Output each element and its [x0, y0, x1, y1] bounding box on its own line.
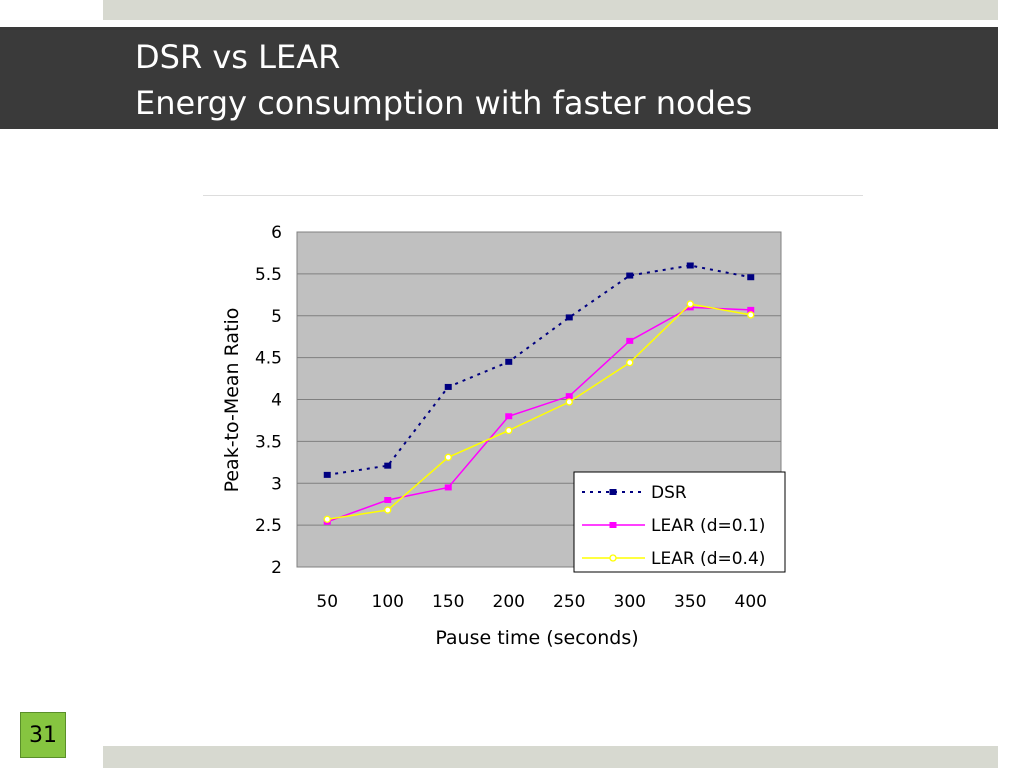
data-point — [626, 337, 634, 344]
data-point — [323, 471, 331, 478]
data-point — [505, 413, 513, 420]
x-tick-label: 250 — [553, 592, 585, 612]
data-point — [384, 497, 392, 503]
data-point — [686, 262, 694, 269]
title-bar — [0, 27, 998, 129]
data-point — [444, 484, 452, 491]
data-point — [444, 383, 452, 390]
legend-label: LEAR (d=0.1) — [651, 516, 765, 536]
data-point — [505, 426, 513, 435]
legend-label: LEAR (d=0.4) — [651, 549, 765, 569]
x-tick-label: 350 — [674, 592, 706, 612]
x-tick-label: 150 — [432, 592, 464, 612]
y-axis-label: Peak-to-Mean Ratio — [221, 308, 243, 493]
x-tick-label: 50 — [316, 592, 338, 612]
series-line — [327, 303, 751, 521]
bottom-decor-band — [103, 746, 998, 768]
legend-label: DSR — [651, 483, 687, 503]
slide-title-line-1: DSR vs LEAR — [135, 38, 341, 76]
y-tick-labels: 2 2.5 3 3.5 4 4.5 5 5.5 6 — [255, 223, 282, 578]
slide-title-line-2: Energy consumption with faster nodes — [135, 84, 753, 122]
y-tick-label: 2.5 — [255, 516, 282, 536]
data-point — [384, 462, 392, 469]
data-point — [747, 306, 755, 313]
top-decor-band — [103, 0, 998, 20]
data-point — [444, 453, 452, 461]
x-tick-label: 100 — [372, 592, 404, 612]
y-tick-label: 4 — [271, 391, 282, 411]
data-point — [747, 311, 755, 319]
chart-top-rule — [203, 195, 863, 196]
data-point — [565, 393, 573, 400]
legend-box — [573, 471, 786, 573]
data-point — [686, 300, 694, 308]
x-tick-label: 200 — [493, 592, 525, 612]
x-tick-label: 400 — [735, 592, 767, 612]
data-point — [626, 272, 634, 279]
y-tick-label: 4.5 — [255, 349, 282, 369]
slide-number-badge: 31 — [20, 712, 66, 758]
data-point — [747, 274, 755, 281]
y-tick-label: 2 — [271, 558, 282, 578]
y-tick-label: 3 — [271, 474, 282, 494]
x-axis-label: Pause time (seconds) — [435, 627, 638, 649]
series-line — [327, 264, 751, 476]
legend-marker — [609, 489, 617, 495]
series-layer — [323, 262, 755, 525]
y-tick-label: 3.5 — [255, 432, 282, 452]
x-tick-labels: 50 100 150 200 250 300 350 400 — [316, 592, 767, 612]
data-point — [626, 358, 634, 367]
y-tick-label: 5.5 — [255, 265, 282, 285]
data-point — [565, 398, 573, 406]
x-tick-label: 300 — [614, 592, 646, 612]
y-tick-label: 5 — [271, 307, 282, 327]
data-point — [384, 506, 392, 514]
legend-marker — [609, 522, 617, 528]
chart-legend: DSR LEAR (d=0.1) LEAR (d=0.4) — [573, 471, 786, 573]
legend-marker — [609, 554, 617, 562]
y-tick-label: 6 — [271, 223, 282, 243]
data-point — [323, 515, 331, 523]
data-point — [505, 358, 513, 365]
data-point — [565, 314, 573, 321]
